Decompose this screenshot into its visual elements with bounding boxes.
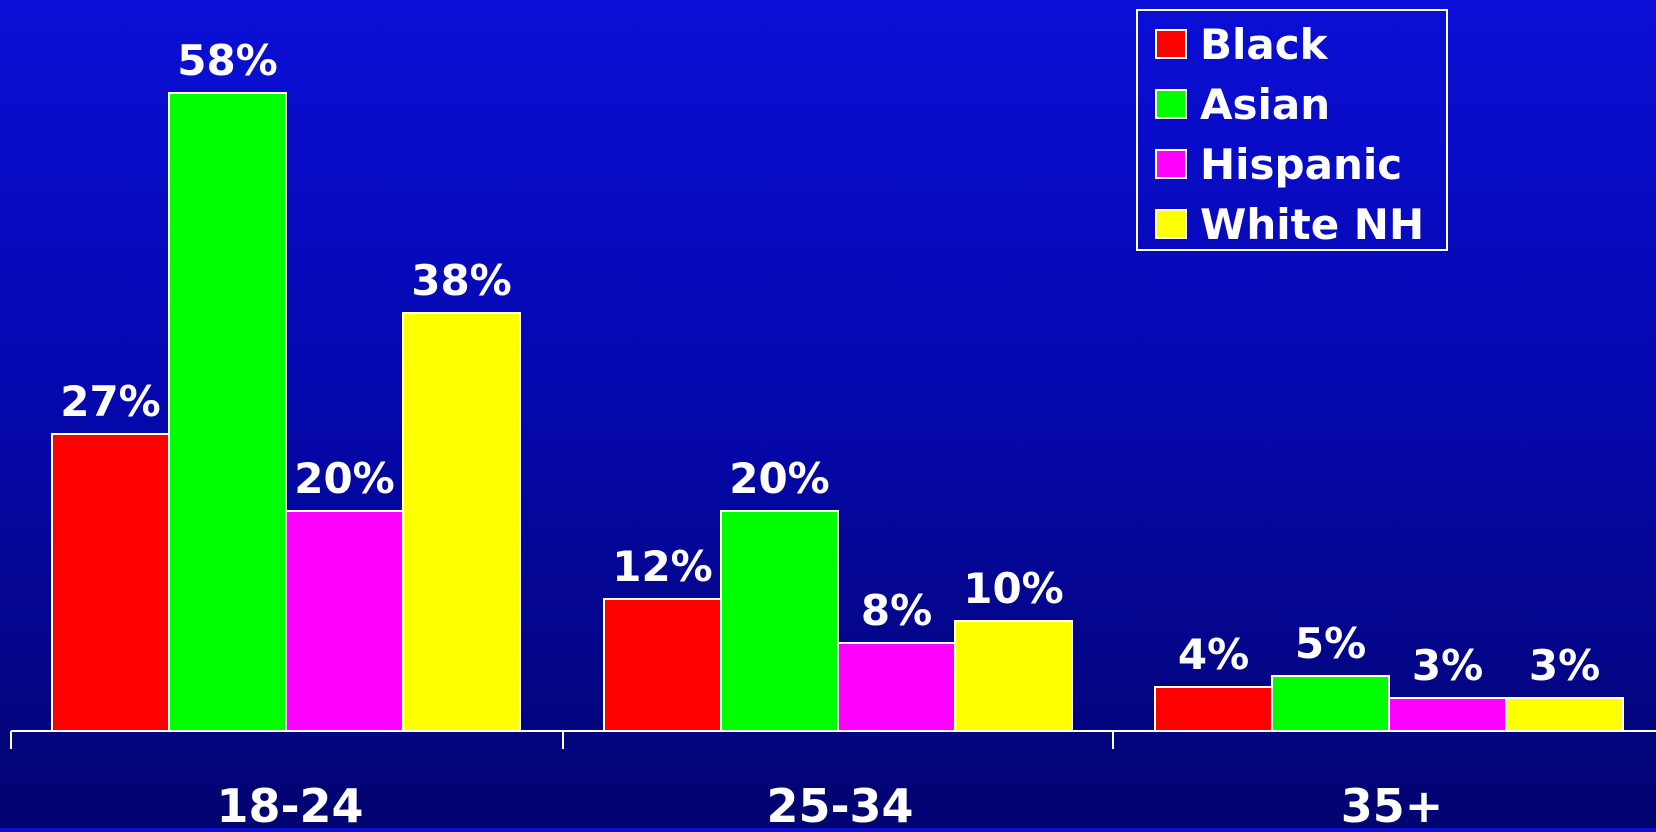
bar-asian-35+ [1271,675,1390,732]
x-tick-label: 35+ [1341,779,1444,828]
legend-label: White NH [1200,200,1424,249]
legend-label: Black [1200,20,1329,69]
bar-white-nh-35+ [1505,697,1624,732]
bar-hispanic-25-34 [837,642,956,732]
legend: Black Asian Hispanic White NH [1136,9,1448,251]
data-label: 3% [1412,641,1483,690]
bar-black-25-34 [603,598,722,732]
legend-swatch-black [1155,29,1187,59]
legend-label: Hispanic [1200,140,1402,189]
x-tick-label: 18-24 [216,779,363,828]
bar-asian-25-34 [720,510,839,732]
data-label: 58% [177,36,278,85]
data-label: 8% [861,586,932,635]
legend-swatch-asian [1155,89,1187,119]
x-tick-label: 25-34 [766,779,913,828]
data-labels-layer: 27% 58% 20% 38% 12% 20% 8% 10% 4% 5% 3% 3% [60,36,1600,690]
bar-black-35+ [1154,686,1273,732]
x-axis: 18-24 25-34 35+ [10,730,1656,832]
legend-swatch-white-nh [1155,209,1187,239]
data-label: 20% [294,454,395,503]
data-label: 4% [1178,630,1249,679]
data-label: 3% [1529,641,1600,690]
data-label: 10% [963,564,1064,613]
bar-hispanic-35+ [1388,697,1507,732]
bar-white-nh-25-34 [954,620,1073,732]
data-label: 27% [60,377,161,426]
legend-label: Asian [1200,80,1330,129]
bars-layer [51,92,1624,732]
bar-black-18-24 [51,433,170,732]
data-label: 20% [729,454,830,503]
legend-swatch-hispanic [1155,149,1187,179]
legend-box [1136,9,1448,251]
bar-white-nh-18-24 [402,312,521,732]
bar-hispanic-18-24 [285,510,404,732]
data-label: 5% [1295,619,1366,668]
bar-asian-18-24 [168,92,287,732]
data-label: 38% [411,256,512,305]
data-label: 12% [612,542,713,591]
